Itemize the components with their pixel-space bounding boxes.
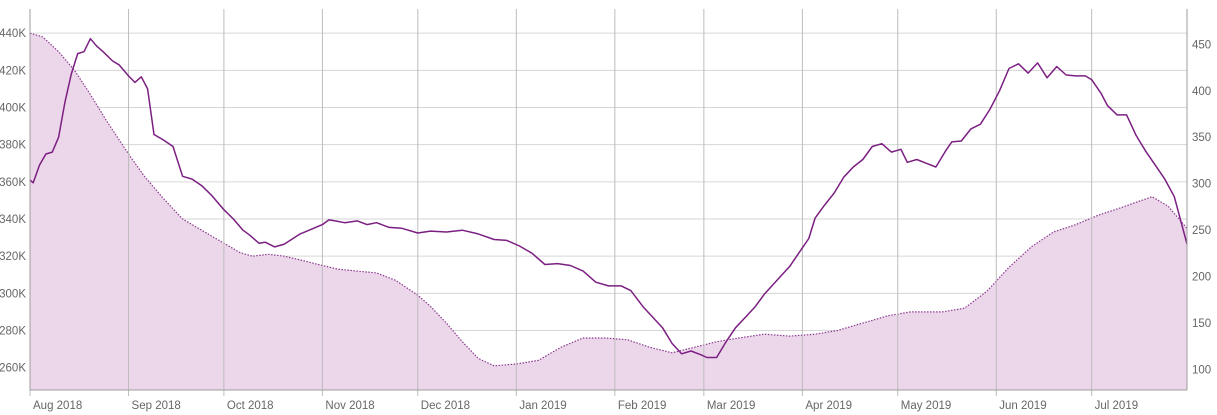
right-tick-label: 400 [1192, 86, 1211, 98]
right-tick-label: 200 [1192, 272, 1211, 284]
right-tick-label: 250 [1192, 225, 1211, 237]
x-tick-label: Jun 2019 [999, 400, 1046, 412]
x-tick-label: Oct 2018 [227, 400, 274, 412]
left-tick-label: 360K [0, 177, 26, 189]
left-tick-label: 320K [0, 251, 26, 263]
left-tick-label: 280K [0, 326, 26, 338]
x-tick-label: Dec 2018 [421, 400, 470, 412]
x-tick-label: Feb 2019 [618, 400, 667, 412]
right-tick-label: 350 [1192, 132, 1211, 144]
left-axis-tick-labels: 260K 280K 300K 320K 340K 360K 380K 400K 420K 440K [0, 28, 26, 375]
left-tick-label: 380K [0, 140, 26, 152]
right-tick-label: 150 [1192, 318, 1211, 330]
left-tick-label: 420K [0, 65, 26, 77]
x-tick-label: Jan 2019 [519, 400, 566, 412]
area-series [29, 32, 1188, 390]
left-tick-label: 340K [0, 214, 26, 226]
line-series [29, 37, 1188, 359]
x-tick-label: Jul 2019 [1095, 400, 1138, 412]
x-tick-label: Apr 2019 [805, 400, 852, 412]
x-tick-label: May 2019 [901, 400, 952, 412]
x-axis-tick-labels: Aug 2018 Sep 2018 Oct 2018 Nov 2018 Dec 2018… [33, 400, 1138, 412]
x-tick-label: Sep 2018 [132, 400, 181, 412]
x-tick-label: Nov 2018 [325, 400, 374, 412]
x-tick-label: Aug 2018 [33, 400, 82, 412]
area-series-fill [30, 33, 1187, 390]
left-tick-label: 260K [0, 363, 26, 375]
right-axis-tick-labels: 100 150 200 250 300 350 400 450 [1192, 39, 1211, 376]
area-series-dotted-edge [29, 32, 1188, 367]
right-tick-label: 450 [1192, 39, 1211, 51]
left-tick-label: 300K [0, 288, 26, 300]
left-tick-label: 440K [0, 28, 26, 40]
left-tick-label: 400K [0, 103, 26, 115]
right-tick-label: 300 [1192, 179, 1211, 191]
line-series-path [29, 37, 1188, 359]
right-tick-label: 100 [1192, 365, 1211, 377]
x-tick-label: Mar 2019 [707, 400, 756, 412]
